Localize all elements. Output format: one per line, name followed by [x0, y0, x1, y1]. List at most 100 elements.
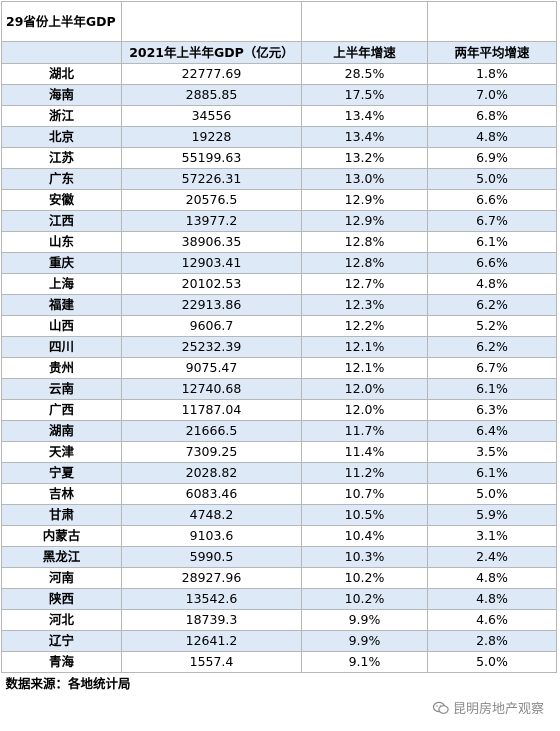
table-row: 安徽 20576.5 12.9% 6.6% [1, 189, 557, 211]
avg2y-cell: 4.6% [427, 609, 557, 631]
gdp-cell: 5990.5 [121, 546, 302, 568]
gdp-cell: 12903.41 [121, 252, 302, 274]
growth-cell: 12.8% [301, 252, 428, 274]
prov-cell: 河南 [1, 567, 122, 589]
avg2y-cell: 4.8% [427, 273, 557, 295]
gdp-cell: 2028.82 [121, 462, 302, 484]
growth-cell: 10.2% [301, 588, 428, 610]
table-row: 青海 1557.4 9.1% 5.0% [1, 651, 557, 673]
title-blank-cell [427, 1, 557, 42]
header-cell-gdp: 2021年上半年GDP（亿元） [121, 41, 302, 64]
growth-cell: 13.0% [301, 168, 428, 190]
growth-cell: 12.9% [301, 210, 428, 232]
avg2y-cell: 6.8% [427, 105, 557, 127]
growth-cell: 10.4% [301, 525, 428, 547]
source-row: 数据来源：各地统计局 [2, 673, 557, 696]
growth-cell: 12.8% [301, 231, 428, 253]
table-row: 重庆 12903.41 12.8% 6.6% [1, 252, 557, 274]
avg2y-cell: 6.6% [427, 189, 557, 211]
gdp-cell: 22913.86 [121, 294, 302, 316]
growth-cell: 12.1% [301, 357, 428, 379]
table-row: 天津 7309.25 11.4% 3.5% [1, 441, 557, 463]
prov-cell: 甘肃 [1, 504, 122, 526]
table-row: 陕西 13542.6 10.2% 4.8% [1, 588, 557, 610]
gdp-cell: 11787.04 [121, 399, 302, 421]
growth-cell: 12.3% [301, 294, 428, 316]
gdp-cell: 21666.5 [121, 420, 302, 442]
growth-cell: 10.5% [301, 504, 428, 526]
table-row: 浙江 34556 13.4% 6.8% [1, 105, 557, 127]
table-row: 河北 18739.3 9.9% 4.6% [1, 609, 557, 631]
title-row: 29省份上半年GDP [1, 1, 557, 42]
gdp-cell: 34556 [121, 105, 302, 127]
prov-cell: 浙江 [1, 105, 122, 127]
growth-cell: 11.4% [301, 441, 428, 463]
growth-cell: 12.0% [301, 399, 428, 421]
table-row: 甘肃 4748.2 10.5% 5.9% [1, 504, 557, 526]
gdp-cell: 6083.46 [121, 483, 302, 505]
table-row: 广西 11787.04 12.0% 6.3% [1, 399, 557, 421]
prov-cell: 江苏 [1, 147, 122, 169]
prov-cell: 天津 [1, 441, 122, 463]
table-row: 海南 2885.85 17.5% 7.0% [1, 84, 557, 106]
gdp-cell: 20102.53 [121, 273, 302, 295]
avg2y-cell: 5.0% [427, 483, 557, 505]
growth-cell: 10.2% [301, 567, 428, 589]
header-cell-province [1, 41, 122, 64]
prov-cell: 安徽 [1, 189, 122, 211]
avg2y-cell: 6.1% [427, 462, 557, 484]
table-row: 福建 22913.86 12.3% 6.2% [1, 294, 557, 316]
table-row: 湖南 21666.5 11.7% 6.4% [1, 420, 557, 442]
prov-cell: 内蒙古 [1, 525, 122, 547]
growth-cell: 9.1% [301, 651, 428, 673]
prov-cell: 陕西 [1, 588, 122, 610]
table-row: 江苏 55199.63 13.2% 6.9% [1, 147, 557, 169]
prov-cell: 广西 [1, 399, 122, 421]
growth-cell: 11.2% [301, 462, 428, 484]
avg2y-cell: 5.0% [427, 651, 557, 673]
growth-cell: 9.9% [301, 630, 428, 652]
avg2y-cell: 3.1% [427, 525, 557, 547]
gdp-cell: 12641.2 [121, 630, 302, 652]
gdp-cell: 38906.35 [121, 231, 302, 253]
avg2y-cell: 6.4% [427, 420, 557, 442]
avg2y-cell: 3.5% [427, 441, 557, 463]
growth-cell: 12.2% [301, 315, 428, 337]
prov-cell: 黑龙江 [1, 546, 122, 568]
table-row: 北京 19228 13.4% 4.8% [1, 126, 557, 148]
gdp-cell: 12740.68 [121, 378, 302, 400]
gdp-cell: 19228 [121, 126, 302, 148]
growth-cell: 10.7% [301, 483, 428, 505]
avg2y-cell: 4.8% [427, 567, 557, 589]
header-row: 2021年上半年GDP（亿元） 上半年增速 两年平均增速 [1, 41, 557, 64]
gdp-cell: 7309.25 [121, 441, 302, 463]
avg2y-cell: 2.8% [427, 630, 557, 652]
prov-cell: 上海 [1, 273, 122, 295]
header-cell-avg2y: 两年平均增速 [427, 41, 557, 64]
prov-cell: 宁夏 [1, 462, 122, 484]
avg2y-cell: 6.1% [427, 378, 557, 400]
header-cell-growth: 上半年增速 [301, 41, 428, 64]
prov-cell: 云南 [1, 378, 122, 400]
prov-cell: 辽宁 [1, 630, 122, 652]
gdp-table: 29省份上半年GDP 2021年上半年GDP（亿元） 上半年增速 两年平均增速 … [1, 1, 557, 695]
growth-cell: 17.5% [301, 84, 428, 106]
prov-cell: 北京 [1, 126, 122, 148]
gdp-cell: 9103.6 [121, 525, 302, 547]
table-row: 云南 12740.68 12.0% 6.1% [1, 378, 557, 400]
prov-cell: 山西 [1, 315, 122, 337]
avg2y-cell: 5.0% [427, 168, 557, 190]
table-row: 四川 25232.39 12.1% 6.2% [1, 336, 557, 358]
growth-cell: 13.4% [301, 126, 428, 148]
source-note: 数据来源：各地统计局 [5, 676, 131, 691]
growth-cell: 12.7% [301, 273, 428, 295]
gdp-cell: 28927.96 [121, 567, 302, 589]
avg2y-cell: 6.7% [427, 210, 557, 232]
watermark: 昆明房地产观察 [432, 698, 544, 717]
table-row: 吉林 6083.46 10.7% 5.0% [1, 483, 557, 505]
gdp-cell: 25232.39 [121, 336, 302, 358]
avg2y-cell: 6.1% [427, 231, 557, 253]
avg2y-cell: 5.9% [427, 504, 557, 526]
gdp-cell: 55199.63 [121, 147, 302, 169]
